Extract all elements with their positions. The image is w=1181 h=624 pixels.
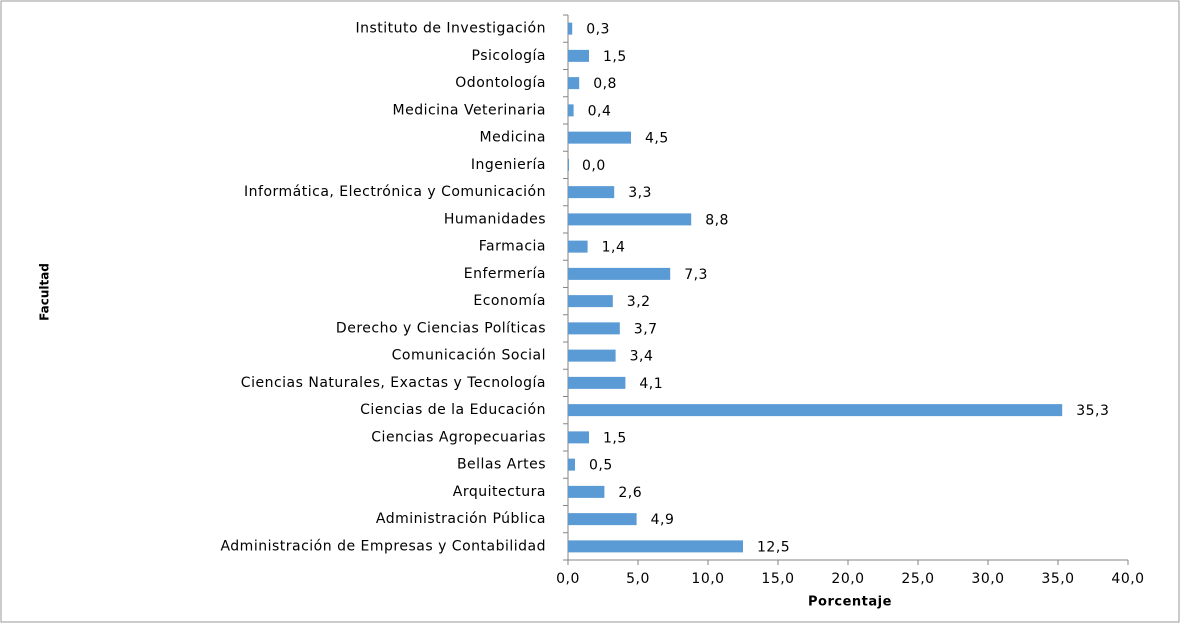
bar [568, 295, 613, 308]
value-label: 4,9 [651, 512, 675, 528]
bar [568, 267, 671, 280]
y-tick-label: Administración de Empresas y Contabilida… [220, 538, 546, 554]
y-tick-label: Ciencias de la Educación [360, 402, 546, 418]
value-label: 2,6 [618, 485, 642, 501]
y-tick-label: Instituto de Investigación [355, 21, 546, 37]
bar [568, 22, 573, 35]
value-label: 3,2 [627, 294, 651, 310]
bar [568, 49, 589, 62]
bar [568, 431, 589, 444]
y-tick-label: Derecho y Ciencias Políticas [336, 320, 546, 336]
value-label: 1,5 [603, 430, 627, 446]
x-tick-label: 0,0 [556, 571, 580, 587]
y-tick-label: Administración Pública [376, 511, 546, 527]
bar [568, 376, 626, 389]
value-label: 4,1 [639, 376, 663, 392]
bar [568, 458, 575, 471]
value-label: 1,5 [603, 49, 627, 65]
bar [568, 186, 615, 199]
value-label: 12,5 [757, 539, 790, 555]
y-tick-label: Medicina [479, 130, 546, 146]
value-label: 3,3 [628, 185, 652, 201]
x-tick-label: 35,0 [1041, 571, 1074, 587]
value-label: 35,3 [1076, 403, 1109, 419]
value-label: 8,8 [705, 212, 729, 228]
y-tick-label: Enfermería [464, 266, 546, 282]
bar [568, 349, 616, 362]
x-tick-label: 5,0 [626, 571, 650, 587]
y-tick-label: Ciencias Agropecuarias [371, 429, 546, 445]
bar [568, 240, 588, 253]
bar [568, 77, 580, 90]
value-label: 0,4 [588, 103, 612, 119]
y-tick-label: Arquitectura [453, 484, 546, 500]
y-tick-label: Psicología [472, 48, 546, 64]
x-tick-label: 15,0 [761, 571, 794, 587]
y-tick-label: Informática, Electrónica y Comunicación [244, 184, 546, 200]
value-label: 0,0 [582, 158, 606, 174]
y-tick-label: Farmacia [479, 239, 546, 255]
bar [568, 104, 574, 117]
x-tick-label: 25,0 [901, 571, 934, 587]
bar [568, 131, 631, 144]
value-label: 3,7 [634, 321, 658, 337]
y-tick-label: Ingeniería [471, 157, 546, 173]
y-tick-label: Medicina Veterinaria [393, 102, 547, 118]
y-tick-label: Comunicación Social [392, 348, 546, 364]
x-tick-label: 40,0 [1111, 571, 1144, 587]
value-label: 0,8 [593, 76, 617, 92]
x-tick-label: 30,0 [971, 571, 1004, 587]
bar [568, 213, 692, 226]
bar [568, 485, 605, 498]
x-axis-title: Porcentaje [808, 595, 892, 610]
x-tick-label: 20,0 [831, 571, 864, 587]
bar [568, 513, 637, 526]
value-label: 4,5 [645, 131, 669, 147]
x-tick-label: 10,0 [691, 571, 724, 587]
value-label: 1,4 [602, 240, 626, 256]
y-tick-label: Humanidades [444, 211, 546, 227]
value-label: 0,3 [586, 22, 610, 38]
y-tick-label: Bellas Artes [457, 457, 546, 473]
value-label: 7,3 [684, 267, 708, 283]
value-label: 0,5 [589, 458, 613, 474]
y-tick-label: Economía [473, 293, 546, 309]
bar [568, 322, 620, 335]
y-axis-title: Facultad [38, 263, 52, 321]
bar [568, 404, 1063, 417]
y-tick-label: Odontología [455, 75, 546, 91]
value-label: 3,4 [630, 349, 654, 365]
bar [568, 540, 743, 553]
y-tick-label: Ciencias Naturales, Exactas y Tecnología [241, 375, 546, 391]
bar [568, 158, 569, 171]
